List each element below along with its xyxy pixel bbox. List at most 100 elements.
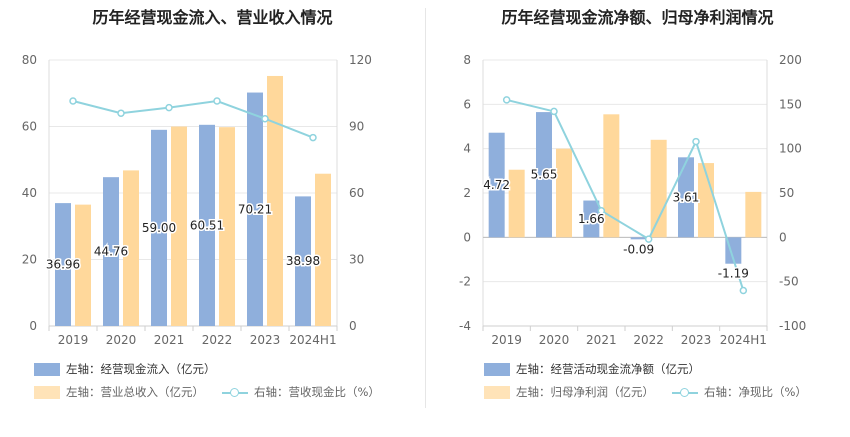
bar-secondary (650, 139, 667, 238)
y-tick-label-left: 2 (463, 186, 471, 200)
y-tick-label-left: 4 (463, 142, 471, 156)
legend-label-revenue[interactable]: 左轴：营业总收入（亿元） (66, 385, 204, 399)
y-tick-label-right: 100 (779, 142, 802, 156)
legend-label-ratio[interactable]: 右轴：净现比（%） (704, 385, 807, 399)
y-tick-label-left: 6 (463, 97, 471, 111)
y-tick-label-left: 20 (22, 253, 37, 267)
data-label: 36.96 (46, 258, 80, 272)
legend-line-icon (672, 386, 698, 399)
y-tick-label-right: 60 (349, 186, 364, 200)
bar-secondary (219, 127, 235, 326)
legend-item-cash-inflow[interactable]: 左轴：经营现金流入（亿元） (34, 361, 216, 377)
legend-row-2: 左轴：营业总收入（亿元） 右轴：营收现金比（%） (34, 384, 380, 400)
x-tick-label: 2019 (58, 333, 89, 347)
line-point (117, 109, 125, 117)
data-label: 59.00 (142, 221, 176, 235)
legend-label-profit[interactable]: 左轴：归母净利润（亿元） (516, 385, 654, 399)
bar-primary (151, 129, 167, 326)
data-label: 44.76 (94, 245, 128, 259)
line-point (692, 137, 700, 146)
legend-item-net-cash[interactable]: 左轴：经营活动现金流净额（亿元） (484, 361, 700, 377)
chart-panel-cash-inflow: 历年经营现金流入、营业收入情况 80 60 40 20 0 120 90 60 30 0 2019 2… (22, 8, 380, 400)
y-tick-label-left: 80 (22, 53, 37, 67)
y-tick-label-right: 30 (349, 253, 364, 267)
chart-canvas: 8 6 4 2 0 -2 -4 200 150 100 50 0 -50 -100 2019 2020 2021… (459, 53, 806, 347)
data-label: 38.98 (286, 254, 320, 268)
bar-primary (630, 237, 647, 240)
y-tick-label-left: 40 (22, 186, 37, 200)
y-tick-label-right: -50 (779, 275, 799, 289)
bar-primary (488, 132, 505, 238)
chart-canvas: 80 60 40 20 0 120 90 60 30 0 2019 2020 2021 2022 2023 2… (22, 53, 372, 347)
bar-secondary (603, 114, 620, 238)
bar-primary (247, 92, 263, 326)
chart-panel-net-cash: 历年经营现金流净额、归母净利润情况 8 6 4 2 0 -2 -4 200 150 100 50 0 -… (425, 0, 850, 437)
data-label: 4.72 (483, 178, 510, 192)
bar-primary (55, 203, 71, 326)
bar-primary (536, 112, 552, 238)
data-label: -0.09 (623, 242, 654, 256)
bar-primary (583, 200, 600, 238)
bar-secondary (171, 126, 187, 326)
legend-swatch (34, 362, 60, 376)
y-tick-label-left: 0 (463, 230, 471, 244)
legend-row-2: 左轴：归母净利润（亿元） 右轴：净现比（%） (484, 384, 807, 400)
legend-swatch (34, 385, 60, 399)
data-label: 1.66 (578, 212, 605, 226)
legend-swatch (484, 385, 510, 399)
x-tick-label: 2024H1 (720, 333, 767, 347)
line-point (739, 286, 748, 295)
y-tick-label-left: 8 (463, 53, 471, 67)
line-point (644, 235, 653, 243)
x-tick-label: 2019 (491, 333, 522, 347)
line-point (69, 97, 77, 105)
bar-primary (678, 157, 694, 238)
chart-title: 历年经营现金流入、营业收入情况 (92, 8, 333, 27)
y-tick-label-right: 200 (779, 53, 802, 67)
x-tick-label: 2024H1 (289, 333, 336, 347)
x-tick-label: 2023 (681, 333, 712, 347)
legend-label: 左轴：经营活动现金流净额（亿元） (516, 362, 700, 376)
y-tick-label-right: 120 (349, 53, 372, 67)
data-label: 3.61 (673, 190, 700, 204)
y-tick-label-right: 50 (779, 186, 794, 200)
bar-secondary (698, 163, 714, 238)
y-tick-label-left: 60 (22, 120, 37, 134)
legend-label-ratio[interactable]: 右轴：营收现金比（%） (254, 385, 380, 399)
y-tick-label-right: 150 (779, 97, 802, 111)
bar-secondary (556, 148, 572, 238)
line-point (213, 97, 221, 105)
legend-line-icon (222, 386, 248, 399)
bar-primary (199, 124, 215, 326)
x-tick-label: 2020 (106, 333, 137, 347)
chart-title: 历年经营现金流净额、归母净利润情况 (501, 8, 774, 27)
line-point (550, 107, 558, 116)
panel-divider (425, 8, 426, 408)
bar-secondary (267, 75, 283, 327)
y-tick-label-right: 90 (349, 120, 364, 134)
bar-secondary (508, 169, 525, 238)
line-point (502, 96, 511, 104)
series-line (72, 99, 314, 139)
line-point (309, 133, 317, 142)
bar-secondary (75, 204, 91, 326)
data-label: 60.51 (190, 218, 224, 232)
line-point (261, 114, 269, 123)
bar-primary (103, 177, 119, 326)
x-tick-label: 2022 (633, 333, 664, 347)
data-label: -1.19 (718, 267, 749, 281)
x-tick-label: 2020 (539, 333, 570, 347)
y-tick-label-left: -2 (459, 275, 471, 289)
data-label: 5.65 (531, 168, 558, 182)
legend-swatch (484, 362, 510, 376)
x-tick-label: 2021 (586, 333, 617, 347)
line-point (597, 206, 606, 215)
y-tick-label-right: -100 (779, 319, 806, 333)
x-tick-label: 2021 (154, 333, 185, 347)
series-line (506, 98, 745, 291)
bar-primary (295, 196, 311, 326)
x-tick-label: 2022 (202, 333, 233, 347)
y-tick-label-left: 0 (29, 319, 37, 333)
legend-label: 左轴：经营现金流入（亿元） (66, 362, 216, 376)
y-tick-label-left: -4 (459, 319, 471, 333)
